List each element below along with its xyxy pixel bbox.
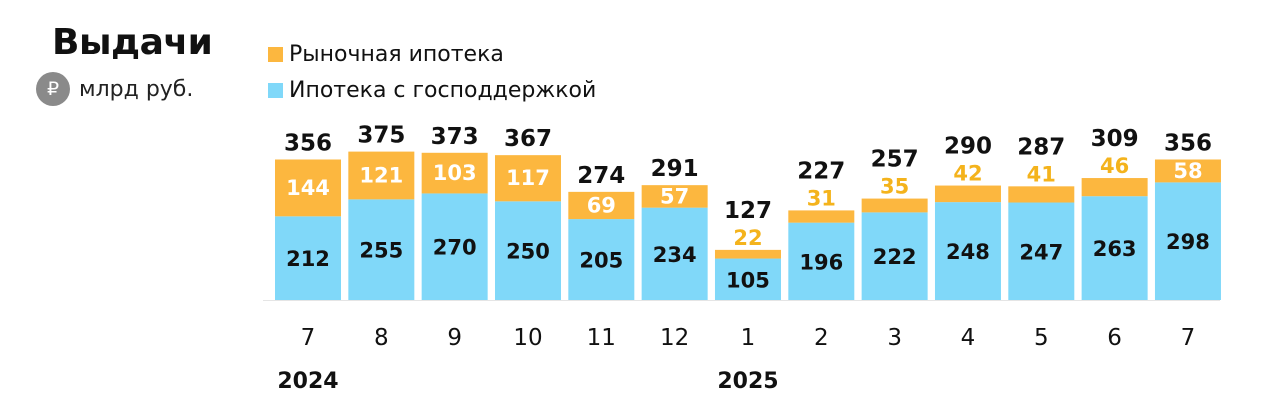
bar-segment-market — [714, 249, 781, 259]
data-label-state: 250 — [506, 240, 550, 264]
data-label-market: 121 — [359, 163, 403, 187]
bar-segment-market — [1008, 186, 1075, 203]
data-label-state: 255 — [359, 239, 403, 263]
bar-segment-state — [714, 258, 781, 300]
x-tick-label: 7 — [1181, 325, 1196, 351]
legend: Рыночная ипотека Ипотека с господдержкой — [268, 36, 596, 108]
bar-segment-market — [421, 152, 488, 194]
data-label-total: 257 — [871, 147, 919, 173]
bar-segment-market — [1154, 159, 1221, 183]
data-label-market: 35 — [880, 175, 909, 199]
legend-label-state: Ипотека с господдержкой — [289, 77, 597, 103]
data-label-state: 247 — [1019, 240, 1063, 264]
bar-segment-state — [348, 199, 415, 300]
bar-segment-market — [934, 185, 1001, 203]
unit-row: ₽ млрд руб. — [36, 72, 193, 106]
data-label-state: 212 — [286, 247, 330, 271]
bar-segment-market — [641, 185, 708, 208]
x-tick-label: 7 — [301, 325, 316, 351]
x-tick-label: 9 — [447, 325, 462, 351]
data-label-market: 69 — [587, 193, 616, 217]
data-label-total: 309 — [1091, 126, 1139, 152]
legend-swatch-state — [268, 82, 283, 98]
x-tick-label: 4 — [961, 325, 976, 351]
x-tick-label: 5 — [1034, 325, 1049, 351]
data-label-state: 270 — [433, 236, 477, 260]
data-label-total: 290 — [944, 134, 992, 160]
data-label-state: 196 — [799, 250, 843, 274]
year-label: 2024 — [277, 369, 338, 394]
chart-title: Выдачи — [52, 22, 213, 63]
data-label-state: 248 — [946, 240, 990, 264]
x-tick-label: 11 — [587, 325, 616, 351]
bar-segment-state — [1154, 182, 1221, 300]
bar-segment-state — [275, 216, 341, 300]
bar-segment-market — [788, 210, 855, 223]
x-tick-label: 12 — [660, 325, 689, 351]
bar-segment-market — [275, 159, 341, 217]
data-label-state: 263 — [1093, 237, 1137, 261]
bar-segment-state — [934, 202, 1001, 300]
data-label-market: 58 — [1173, 159, 1202, 183]
x-tick-label: 8 — [374, 325, 389, 351]
bar-segment-market — [494, 155, 561, 202]
data-label-total: 356 — [1164, 130, 1212, 156]
data-label-total: 127 — [724, 198, 772, 224]
x-tick-label: 10 — [513, 325, 542, 351]
data-label-market: 103 — [433, 161, 477, 185]
bar-segment-state — [641, 207, 708, 300]
data-label-market: 117 — [506, 166, 550, 190]
data-label-total: 367 — [504, 126, 552, 152]
legend-item-market: Рыночная ипотека — [268, 36, 596, 72]
data-label-market: 41 — [1027, 162, 1056, 186]
bar-segment-market — [568, 191, 635, 220]
bar-segment-state — [568, 219, 635, 300]
unit-label: млрд руб. — [79, 76, 194, 102]
data-label-total: 375 — [357, 123, 405, 149]
bar-segment-market — [1081, 178, 1148, 197]
data-label-total: 373 — [431, 124, 479, 150]
data-label-state: 222 — [873, 245, 917, 269]
bar-segment-market — [861, 198, 928, 213]
data-label-total: 287 — [1017, 134, 1065, 160]
data-label-total: 227 — [797, 158, 845, 184]
data-label-market: 144 — [286, 176, 330, 200]
bar-segment-market — [348, 151, 415, 200]
bar-segment-state — [1008, 202, 1075, 300]
bar-segment-state — [788, 222, 855, 300]
data-label-total: 291 — [651, 156, 699, 182]
x-tick-label: 3 — [887, 325, 902, 351]
data-label-market: 42 — [953, 162, 982, 186]
data-label-market: 46 — [1100, 154, 1129, 178]
data-label-state: 298 — [1166, 230, 1210, 254]
legend-label-market: Рыночная ипотека — [289, 41, 504, 67]
data-label-market: 22 — [733, 226, 762, 250]
x-tick-label: 1 — [741, 325, 756, 351]
bar-segment-state — [1081, 196, 1148, 300]
bar-segment-state — [421, 193, 488, 300]
data-label-market: 57 — [660, 184, 689, 208]
data-label-state: 105 — [726, 268, 770, 292]
bar-segment-state — [494, 201, 561, 300]
data-label-market: 31 — [807, 186, 836, 210]
data-label-total: 356 — [284, 130, 332, 156]
x-tick-label: 2 — [814, 325, 829, 351]
data-label-state: 205 — [579, 249, 623, 273]
data-label-state: 234 — [653, 243, 697, 267]
bar-segment-state — [861, 212, 928, 300]
year-label: 2025 — [717, 369, 778, 394]
legend-swatch-market — [268, 46, 283, 62]
x-tick-label: 6 — [1107, 325, 1122, 351]
legend-item-state: Ипотека с господдержкой — [268, 72, 596, 108]
ruble-icon: ₽ — [36, 72, 70, 106]
data-label-total: 274 — [577, 163, 625, 189]
